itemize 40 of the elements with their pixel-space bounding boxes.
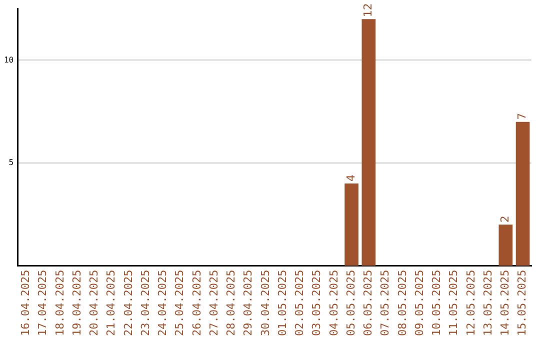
bar [362,19,376,266]
x-tick-label: 22.04.2025 [122,270,135,336]
x-tick-label: 19.04.2025 [70,270,84,336]
x-tick-label: 10.05.2025 [430,270,444,336]
x-tick-label: 27.04.2025 [207,270,220,336]
x-tick-label: 15.05.2025 [516,270,529,336]
x-tick-label: 28.04.2025 [224,270,238,336]
x-tick-label: 05.05.2025 [344,270,358,336]
bar [498,224,513,266]
x-tick-label: 13.05.2025 [481,270,494,336]
x-tick-label: 03.05.2025 [310,270,324,336]
x-tick-label: 26.04.2025 [190,270,204,336]
y-tick-label: 5 [8,158,14,168]
x-tick-label: 04.05.2025 [327,270,340,336]
x-tick-label: 24.04.2025 [156,270,170,336]
data-label: 2 [498,216,512,223]
data-label: 12 [362,3,375,18]
x-tick-label: 08.05.2025 [396,270,409,336]
x-tick-label: 18.04.2025 [53,270,66,336]
x-tick-label: 02.05.2025 [293,270,306,336]
x-tick-label: 06.05.2025 [362,270,375,336]
x-tick-label: 01.05.2025 [276,270,289,336]
x-tick-label: 07.05.2025 [378,270,392,336]
x-tick-label: 16.04.2025 [19,270,32,336]
x-tick-label: 20.04.2025 [88,270,101,336]
data-label: 4 [344,174,358,182]
x-tick-label: 09.05.2025 [412,270,426,336]
x-tick-label: 21.04.2025 [104,270,118,336]
bar [344,184,358,266]
x-tick-label: 14.05.2025 [498,270,512,336]
x-tick-label: 23.04.2025 [138,270,152,336]
x-tick-label: 29.04.2025 [242,270,255,336]
data-label: 7 [516,112,529,120]
bar [516,122,530,266]
x-tick-label: 11.05.2025 [447,270,460,336]
x-tick-label: 30.04.2025 [258,270,272,336]
x-tick-label: 12.05.2025 [464,270,478,336]
x-tick-label: 17.04.2025 [36,270,50,336]
x-tick-label: 25.04.2025 [173,270,186,336]
y-tick-label: 10 [4,55,14,64]
